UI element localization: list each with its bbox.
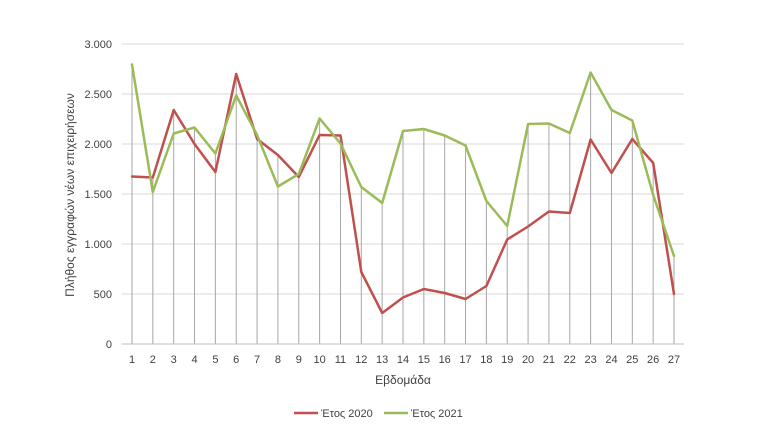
x-tick-label: 4 <box>191 354 197 366</box>
legend-label-1: Έτος 2020 <box>320 408 373 420</box>
x-tick-label: 26 <box>647 354 659 366</box>
drop-lines <box>131 64 675 344</box>
x-tick-label: 21 <box>543 354 555 366</box>
x-axis-title: Εβδομάδα <box>375 373 431 387</box>
x-tick-label: 17 <box>459 354 471 366</box>
x-tick-label: 8 <box>275 354 281 366</box>
x-tick-label: 7 <box>254 354 260 366</box>
x-tick-label: 3 <box>171 354 177 366</box>
y-tick-label: 3.000 <box>84 39 112 51</box>
x-tick-label: 18 <box>480 354 492 366</box>
x-tick-label: 10 <box>313 354 325 366</box>
legend-label-2: Έτος 2021 <box>410 408 463 420</box>
x-tick-label: 11 <box>335 354 346 366</box>
y-tick-label: 0 <box>106 339 112 351</box>
y-tick-label: 500 <box>94 289 112 301</box>
x-tick-label: 19 <box>501 354 513 366</box>
y-tick-label: 2.500 <box>84 89 112 101</box>
series-line-2 <box>130 63 676 258</box>
x-tick-label: 25 <box>626 354 638 366</box>
x-tick-label: 15 <box>418 354 430 366</box>
x-tick-label: 6 <box>233 354 239 366</box>
series-line-1 <box>130 72 676 315</box>
x-tick-label: 20 <box>522 354 534 366</box>
x-tick-label: 5 <box>212 354 218 366</box>
x-tick-label: 2 <box>150 354 156 366</box>
x-tick-label: 12 <box>355 354 367 366</box>
x-tick-label: 27 <box>668 354 680 366</box>
x-tick-label: 22 <box>564 354 576 366</box>
x-tick-label: 23 <box>584 354 596 366</box>
y-tick-label: 1.000 <box>84 239 112 251</box>
legend: Έτος 2020 Έτος 2021 <box>294 408 463 420</box>
y-axis-title: Πλήθος εγγραφών νέων επιχειρήσεων <box>63 93 77 297</box>
x-tick-label: 9 <box>296 354 302 366</box>
series-lines <box>130 63 676 315</box>
y-tick-label: 2.000 <box>84 139 112 151</box>
y-tick-label: 1.500 <box>84 189 112 201</box>
x-tick-label: 14 <box>397 354 409 366</box>
x-tick-label: 13 <box>376 354 388 366</box>
x-tick-label: 16 <box>439 354 451 366</box>
x-tick-label: 1 <box>129 354 135 366</box>
x-tick-label: 24 <box>605 354 617 366</box>
